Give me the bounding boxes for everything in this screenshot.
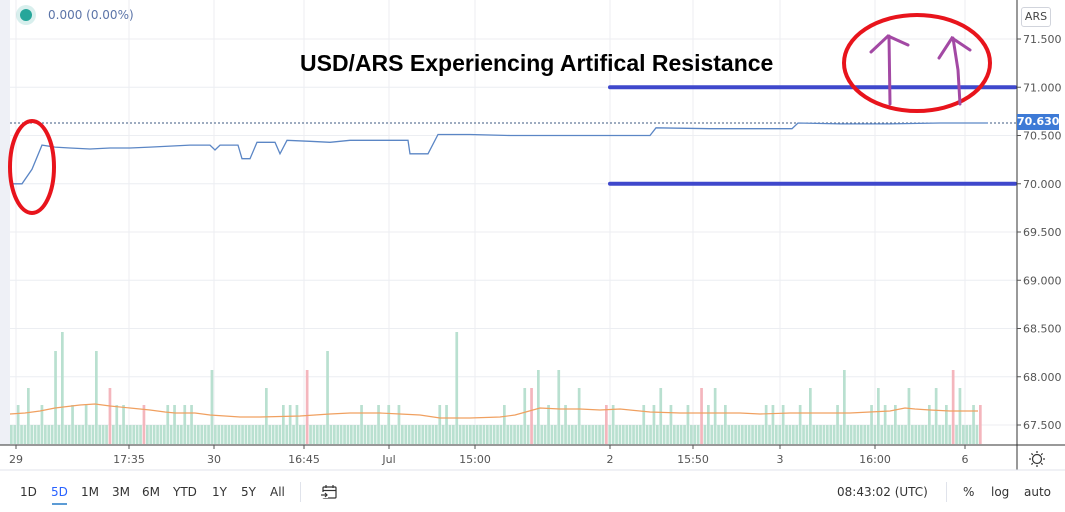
arrow-up-icon <box>869 34 910 106</box>
time-tick-label: 30 <box>207 453 221 466</box>
price-line <box>10 122 988 185</box>
price-tick-label: 69.500 <box>1023 226 1062 239</box>
price-tick-label: 70.000 <box>1023 178 1062 191</box>
time-tick-label: 15:50 <box>677 453 709 466</box>
time-tick-label: 3 <box>777 453 784 466</box>
calendar-goto-icon[interactable] <box>320 484 338 500</box>
range-all-button[interactable]: All <box>270 485 285 499</box>
auto-scale-toggle[interactable]: auto <box>1024 485 1052 499</box>
price-tick-label: 68.500 <box>1023 323 1062 336</box>
last-price-tag: 70.630 <box>1017 114 1060 130</box>
legend: 0.000 (0.00%) <box>20 8 134 22</box>
time-tick-label: 6 <box>962 453 969 466</box>
range-3m-button[interactable]: 3M <box>112 485 130 499</box>
range-1y-button[interactable]: 1Y <box>212 485 227 499</box>
price-tick-label: 71.500 <box>1023 33 1062 46</box>
price-tick-label: 71.000 <box>1023 81 1062 94</box>
price-tick-label: 69.000 <box>1023 274 1062 287</box>
change-value: 0.000 (0.00%) <box>48 8 134 22</box>
toolbar-divider <box>300 482 301 502</box>
status-dot-icon <box>20 9 32 21</box>
time-tick-label: 16:00 <box>859 453 891 466</box>
range-1m-button[interactable]: 1M <box>81 485 99 499</box>
range-5d-button[interactable]: 5D <box>51 485 68 505</box>
time-tick-label: 2 <box>607 453 614 466</box>
range-1d-button[interactable]: 1D <box>20 485 37 499</box>
time-axis-ticks: 29 17:35 30 16:45 Jul 15:00 2 15:50 3 16:00 6 <box>9 445 969 466</box>
range-5y-button[interactable]: 5Y <box>241 485 256 499</box>
resistance-support-lines <box>608 85 1017 186</box>
chart-title-annotation: USD/ARS Experiencing Artifical Resistanc… <box>300 50 774 76</box>
annotation-circle-right <box>842 13 992 113</box>
time-tick-label: Jul <box>381 453 395 466</box>
time-tick-label: 15:00 <box>459 453 491 466</box>
range-6m-button[interactable]: 6M <box>142 485 160 499</box>
volume-bars <box>10 332 982 444</box>
volume-moving-average <box>9 403 978 419</box>
price-tick-label: 67.500 <box>1023 419 1062 432</box>
clock-display[interactable]: 08:43:02 (UTC) <box>837 485 928 499</box>
toolbar-divider <box>946 482 947 502</box>
range-ytd-button[interactable]: YTD <box>173 485 197 499</box>
left-scroll-gutter <box>0 0 10 445</box>
percent-scale-toggle[interactable]: % <box>963 485 975 499</box>
annotation-circle-left <box>8 119 56 215</box>
price-tick-label: 70.500 <box>1023 130 1062 143</box>
bottom-toolbar: 1D 5D 1M 3M 6M YTD 1Y 5Y All 08:43:02 (U… <box>0 476 1065 508</box>
log-scale-toggle[interactable]: log <box>991 485 1010 499</box>
time-tick-label: 16:45 <box>288 453 320 466</box>
sun-gear-icon[interactable] <box>1029 451 1045 467</box>
time-tick-label: 17:35 <box>113 453 145 466</box>
vertical-gridlines <box>15 0 966 445</box>
arrow-up-icon <box>937 35 972 106</box>
currency-badge[interactable]: ARS <box>1021 7 1051 27</box>
price-tick-label: 68.000 <box>1023 371 1062 384</box>
time-tick-label: 29 <box>9 453 23 466</box>
price-axis-ticks: 71.500 71.000 70.500 70.000 69.500 69.000 68.5… <box>1017 33 1062 432</box>
